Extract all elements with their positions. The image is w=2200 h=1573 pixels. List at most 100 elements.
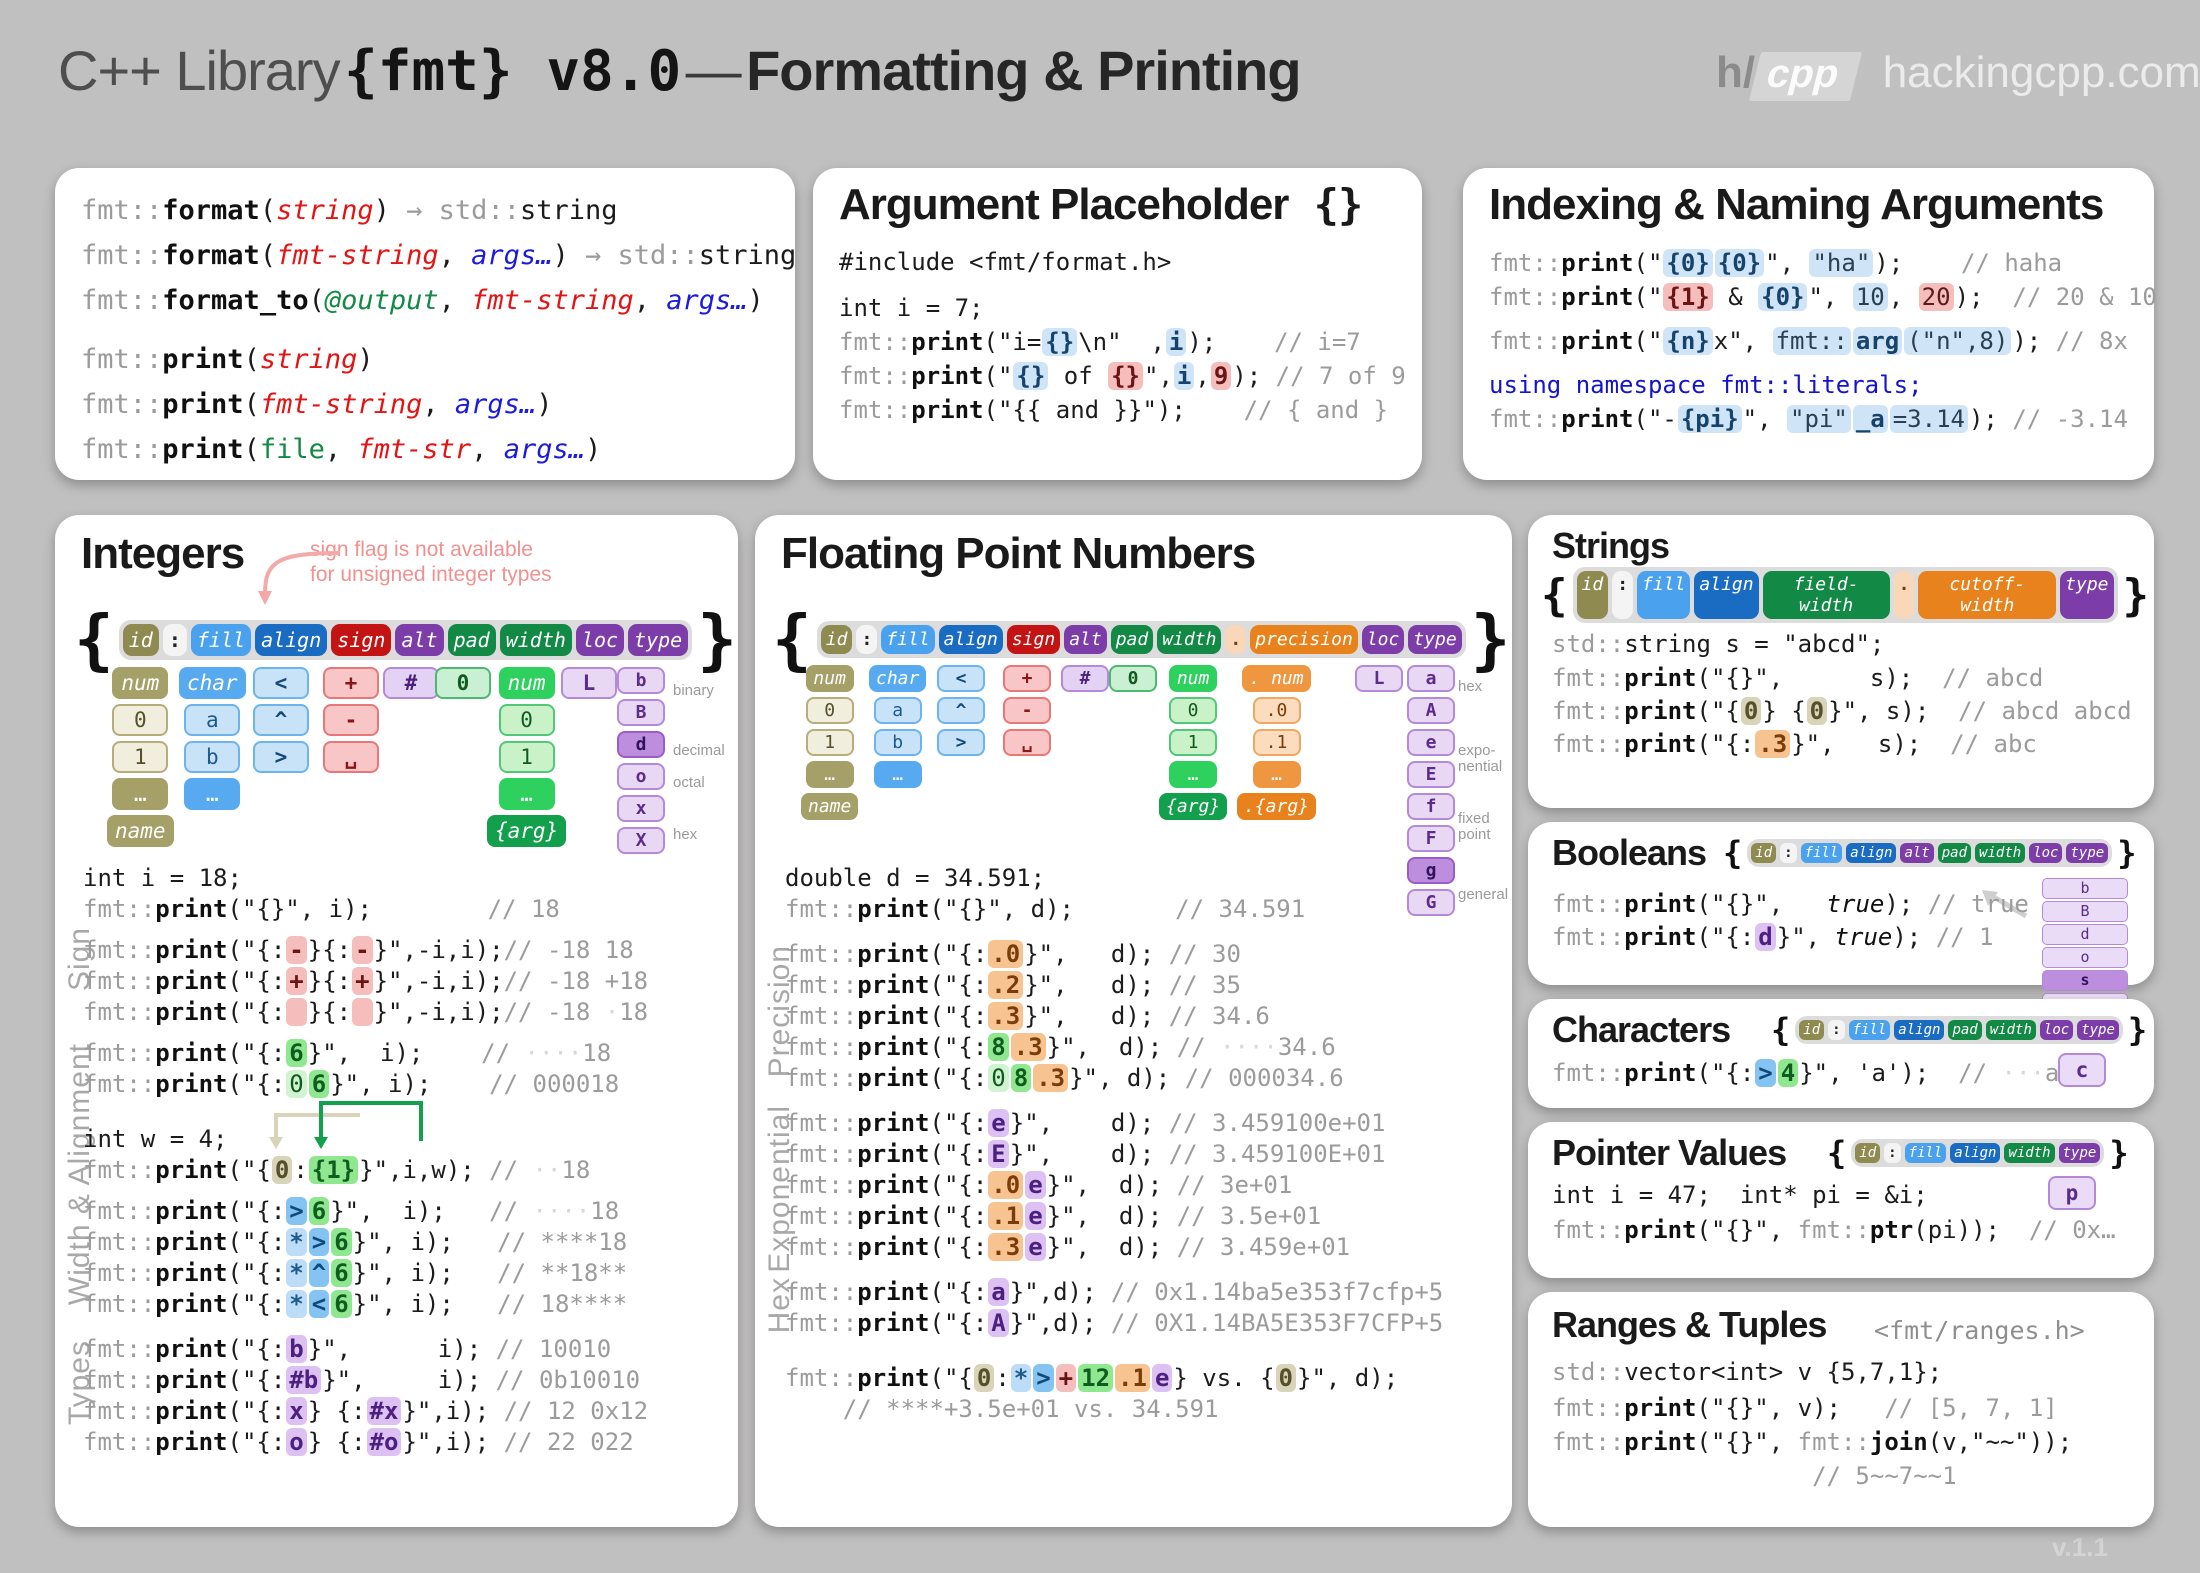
precision-options: . num .0.1… .{arg} bbox=[1237, 665, 1317, 820]
format-spec: { id: fill align pad width loc type } bbox=[1766, 1011, 2152, 1049]
argument-placeholder-panel: Argument Placeholder {} #include <fmt/fo… bbox=[813, 168, 1422, 480]
type-note-general: general bbox=[1458, 886, 1509, 903]
code-line: fmt::print("{}", s); // abcd bbox=[1552, 664, 2044, 692]
type-note-octal: octal bbox=[673, 774, 705, 791]
right-brace: } bbox=[1470, 601, 1511, 678]
panel-title: Indexing & Naming Arguments bbox=[1489, 180, 2104, 229]
width-arg-arrows-icon bbox=[269, 1101, 423, 1149]
code-line: fmt::print("{}", true); // true bbox=[1552, 890, 2029, 918]
code-line: double d = 34.591; bbox=[785, 864, 1046, 892]
alt-options: # bbox=[1061, 665, 1109, 692]
type-note-hex: hex bbox=[1458, 678, 1483, 695]
sign-flag-note: sign flag is not available for unsigned … bbox=[310, 538, 552, 586]
code-line: fmt::print("i={} \n" , i); // i=7 bbox=[839, 328, 1361, 356]
hackingcpp-logo[interactable]: h/cpp hackingcpp.com bbox=[1716, 48, 2200, 101]
logo-cpp-badge: cpp bbox=[1749, 52, 1863, 101]
code-line: fmt::print("{: .3}", s); // abc bbox=[1552, 730, 2037, 758]
code-line: fmt::print("{: >6}", i); // ····18 bbox=[83, 1197, 620, 1225]
code-line: fmt::print("{: * ^ 6}", i); // **18** bbox=[83, 1259, 628, 1287]
code-line: fmt::print("{: e}", d); // 3.459100e+01 bbox=[785, 1109, 1386, 1137]
format-spec-bar: id: fill align field-width. cutoff-width type bbox=[1572, 567, 2118, 623]
right-brace: } bbox=[2109, 1134, 2129, 1172]
left-brace: { bbox=[74, 601, 114, 678]
right-brace: } bbox=[2122, 569, 2150, 621]
version-label: v.1.1 bbox=[2052, 1532, 2108, 1562]
code-line: fmt::print("{}", v); // [5, 7, 1] bbox=[1552, 1394, 2058, 1422]
code-line: // ****+3.5e+01 vs. 34.591 bbox=[785, 1395, 1219, 1423]
header-library-label: C++ Library bbox=[58, 39, 341, 102]
pointer-type-option: p bbox=[2048, 1176, 2096, 1210]
align-options: < ^ > bbox=[253, 667, 309, 773]
code-line: fmt::print("{: >4}", 'a'); // ···a bbox=[1552, 1059, 2060, 1087]
width-options: num 0 1… {arg} bbox=[1159, 665, 1228, 820]
type-note-decimal: decimal bbox=[673, 742, 725, 759]
ranges-header-include: <fmt/ranges.h> bbox=[1874, 1316, 2085, 1345]
left-brace: { bbox=[1827, 1134, 1847, 1172]
fill-options: char a b… bbox=[869, 665, 927, 788]
format-spec: { id: fill align field-width. cutoff-width ty… bbox=[1536, 567, 2154, 623]
code-line: fmt::print("{0: {1}}",i,w); // ··18 bbox=[83, 1156, 591, 1184]
code-line: fmt::print(" {n} x", fmt:: arg ("n",8)); // … bbox=[1489, 327, 2128, 355]
ranges-tuples-panel: Ranges & Tuples <fmt/ranges.h> std::vect… bbox=[1528, 1292, 2154, 1527]
code-line: fmt::print("- {pi} ", "pi" _a =3.14); // -3.… bbox=[1489, 405, 2128, 433]
floating-point-panel: Floating Point Numbers { id: fill align sig… bbox=[755, 515, 1512, 1527]
code-line: fmt::print("{: .0}", d); // 30 bbox=[785, 940, 1241, 968]
code-line: fmt::print("{: A}",d); // 0X1.14BA5E353F7… bbox=[785, 1309, 1444, 1337]
code-line: fmt::print("{: b}", i); // 10010 bbox=[83, 1335, 612, 1363]
code-line: fmt::print("{} of {} ", i, 9); // 7 of 9 bbox=[839, 362, 1406, 390]
panel-title: Floating Point Numbers bbox=[781, 529, 1256, 578]
sign-options: + - ␣ bbox=[323, 667, 379, 773]
code-line: fmt::print(string) bbox=[81, 344, 374, 375]
pad-options: 0 bbox=[435, 667, 491, 699]
code-line: int i = 7; bbox=[839, 294, 984, 322]
code-line: fmt::print("{: .2}", d); // 35 bbox=[785, 971, 1241, 999]
code-line: fmt::format_to(@output, fmt-string, args… bbox=[81, 285, 764, 316]
loc-options: L bbox=[1355, 665, 1403, 692]
strings-panel: Strings { id: fill align field-width. cutoff… bbox=[1528, 515, 2154, 808]
header-dash: — bbox=[685, 39, 742, 102]
characters-panel: Characters { id: fill align pad width loc type… bbox=[1528, 999, 2154, 1108]
format-spec: { id: fill align width type } bbox=[1822, 1134, 2134, 1172]
left-brace: { bbox=[1771, 1011, 1791, 1049]
sign-options: + - ␣ bbox=[1003, 665, 1051, 756]
code-line: fmt::print("{: }{: }",-i,i);// -18 ·18 bbox=[83, 998, 649, 1026]
code-line: fmt::print("{: .1 e}", d); // 3.5e+01 bbox=[785, 1202, 1322, 1230]
code-line: fmt::print("{: 6}", i); // ····18 bbox=[83, 1039, 612, 1067]
code-line: fmt::print(" {1} & {0} ", 10, 20); // 20 &… bbox=[1489, 283, 2157, 311]
code-line: fmt::print("{{ and }}"); // { and } bbox=[839, 396, 1389, 424]
panel-title: Booleans bbox=[1552, 832, 1707, 873]
panel-title: Pointer Values bbox=[1552, 1132, 1787, 1173]
logo-site-url[interactable]: hackingcpp.com bbox=[1882, 48, 2200, 97]
code-line: fmt::print("{: * <6}", i); // 18**** bbox=[83, 1290, 628, 1318]
braces-glyph: {} bbox=[1313, 180, 1364, 229]
signatures-panel: fmt::format(string) → std::string fmt::f… bbox=[55, 168, 796, 480]
right-brace: } bbox=[2127, 1011, 2148, 1049]
id-options: num 0 1… name bbox=[801, 665, 859, 820]
panel-title: Integers bbox=[81, 529, 245, 578]
left-brace: { bbox=[772, 601, 812, 678]
format-spec: { id: fill align sign alt pad width. precision l… bbox=[767, 601, 1515, 678]
left-brace: { bbox=[1541, 569, 1568, 621]
bool-type-arrow-icon bbox=[1982, 890, 2028, 919]
code-line: int i = 47; int* pi = &i; bbox=[1552, 1181, 1928, 1209]
format-spec: { id: fill align sign alt pad width loc type } bbox=[69, 601, 742, 678]
alt-options: # bbox=[383, 667, 439, 699]
integers-panel: Integers sign flag is not available for … bbox=[55, 515, 738, 1527]
code-line: fmt::print("{: x} {: #x}",i); // 12 0x12 bbox=[83, 1397, 649, 1425]
format-spec-bar: id: fill align alt pad width loc type bbox=[1747, 839, 2113, 867]
format-spec: { id: fill align alt pad width loc type } bbox=[1718, 834, 2141, 872]
code-line: fmt::print(file, fmt-str, args…) bbox=[81, 434, 602, 465]
code-line: fmt::format(string) → std::string bbox=[81, 195, 618, 226]
type-note-fixed: fixed point bbox=[1458, 810, 1491, 843]
code-line: fmt::print("{: * >6}", i); // ****18 bbox=[83, 1228, 628, 1256]
pad-options: 0 bbox=[1109, 665, 1157, 692]
code-line: fmt::print("{}", i); // 18 bbox=[83, 895, 560, 923]
code-line: fmt::print("{: 0 8.3}", d); // 000034.6 bbox=[785, 1064, 1344, 1092]
code-line: fmt::print(" {0} {0} ", "ha"); // haha bbox=[1489, 249, 2063, 277]
code-line: fmt::print("{: .3 e}", d); // 3.459e+01 bbox=[785, 1233, 1351, 1261]
panel-title: Ranges & Tuples bbox=[1552, 1304, 1827, 1345]
include-line: #include <fmt/format.h> bbox=[839, 248, 1172, 276]
code-line: fmt::print("{0} {0}", s); // abcd abcd bbox=[1552, 697, 2132, 725]
indexing-naming-panel: Indexing & Naming Arguments fmt::print("… bbox=[1463, 168, 2157, 480]
